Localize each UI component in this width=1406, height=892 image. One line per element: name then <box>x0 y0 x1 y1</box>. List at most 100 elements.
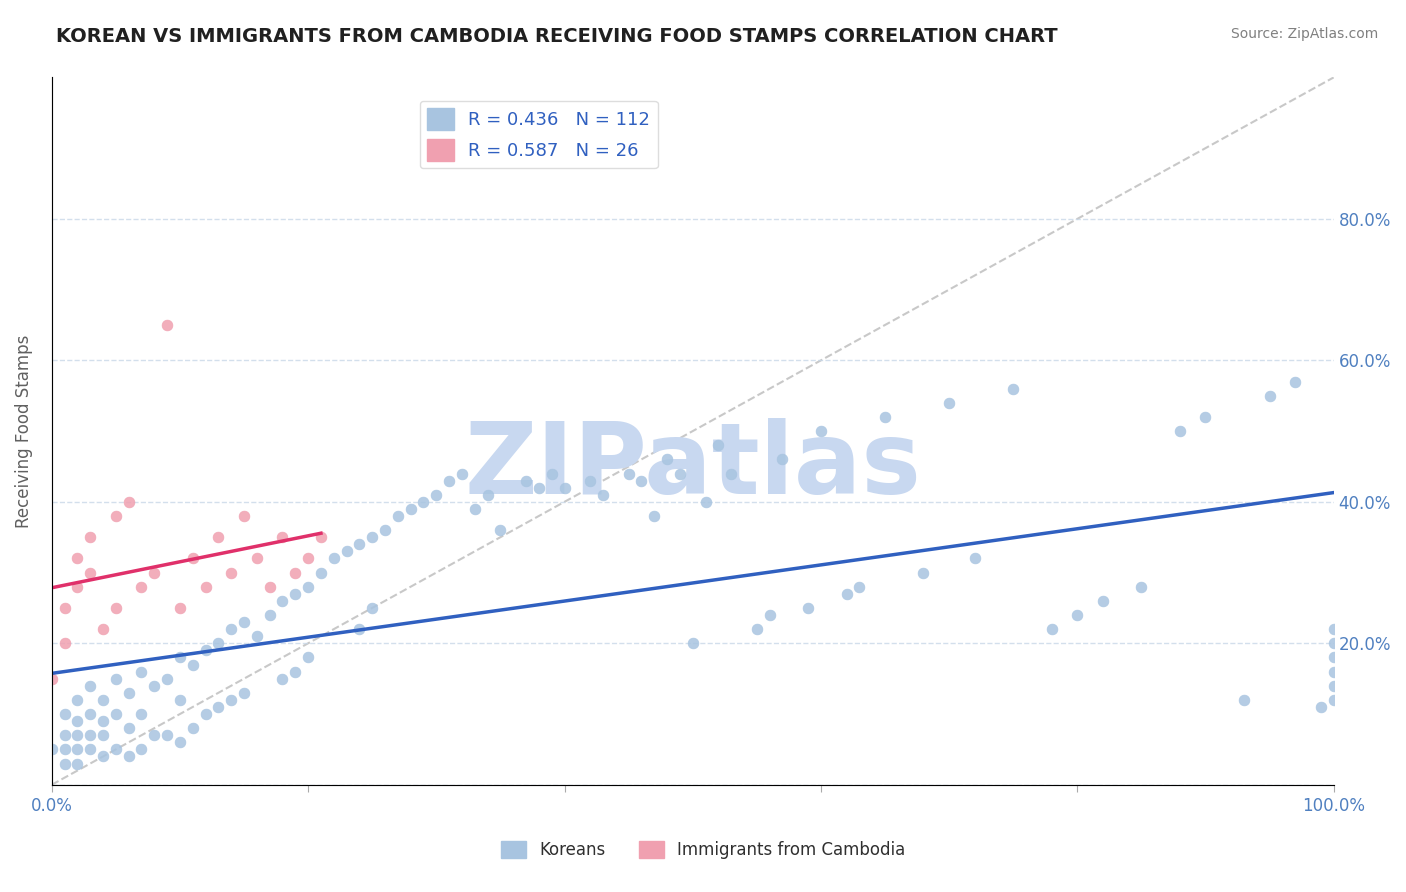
Point <box>104 706 127 721</box>
Point <box>1323 679 1346 693</box>
Point <box>297 650 319 665</box>
Point <box>515 474 537 488</box>
Point <box>617 467 640 481</box>
Point <box>66 742 89 756</box>
Point <box>695 495 717 509</box>
Point <box>194 580 217 594</box>
Point <box>53 756 76 771</box>
Point <box>399 502 422 516</box>
Point <box>1066 607 1088 622</box>
Point <box>79 742 101 756</box>
Text: ZIPatlas: ZIPatlas <box>464 418 921 515</box>
Point <box>669 467 692 481</box>
Point <box>66 714 89 728</box>
Point <box>1323 665 1346 679</box>
Point <box>66 728 89 742</box>
Point <box>1309 700 1331 714</box>
Point <box>374 523 396 537</box>
Point <box>451 467 474 481</box>
Point <box>246 551 269 566</box>
Point <box>1130 580 1153 594</box>
Point <box>156 728 179 742</box>
Point <box>655 452 678 467</box>
Point <box>131 665 153 679</box>
Point <box>963 551 986 566</box>
Point <box>1323 693 1346 707</box>
Point <box>118 749 141 764</box>
Point <box>1040 622 1063 636</box>
Point <box>104 508 127 523</box>
Point <box>848 580 870 594</box>
Point <box>425 488 447 502</box>
Point <box>79 679 101 693</box>
Point <box>797 601 820 615</box>
Point <box>835 587 858 601</box>
Point <box>309 530 332 544</box>
Point <box>810 424 832 438</box>
Point <box>118 686 141 700</box>
Point <box>271 672 294 686</box>
Point <box>271 530 294 544</box>
Point <box>1323 636 1346 650</box>
Point <box>53 636 76 650</box>
Point <box>66 551 89 566</box>
Point <box>873 409 896 424</box>
Point <box>284 566 307 580</box>
Point <box>284 665 307 679</box>
Point <box>169 693 191 707</box>
Point <box>207 700 229 714</box>
Point <box>169 650 191 665</box>
Point <box>387 508 409 523</box>
Point <box>912 566 935 580</box>
Point <box>104 672 127 686</box>
Point <box>477 488 499 502</box>
Point <box>233 686 256 700</box>
Point <box>181 551 204 566</box>
Point <box>297 580 319 594</box>
Point <box>246 629 269 643</box>
Point <box>207 636 229 650</box>
Y-axis label: Receiving Food Stamps: Receiving Food Stamps <box>15 334 32 528</box>
Point <box>745 622 768 636</box>
Point <box>91 714 114 728</box>
Point <box>349 622 371 636</box>
Point <box>1091 594 1114 608</box>
Point <box>1323 650 1346 665</box>
Point <box>104 742 127 756</box>
Point <box>527 481 550 495</box>
Text: KOREAN VS IMMIGRANTS FROM CAMBODIA RECEIVING FOOD STAMPS CORRELATION CHART: KOREAN VS IMMIGRANTS FROM CAMBODIA RECEI… <box>56 27 1057 45</box>
Point <box>233 508 256 523</box>
Point <box>259 607 281 622</box>
Point <box>91 693 114 707</box>
Point <box>118 495 141 509</box>
Point <box>464 502 486 516</box>
Point <box>361 530 384 544</box>
Point <box>322 551 344 566</box>
Point <box>720 467 742 481</box>
Point <box>131 706 153 721</box>
Point <box>540 467 562 481</box>
Point <box>79 706 101 721</box>
Point <box>194 643 217 657</box>
Point <box>1284 375 1306 389</box>
Legend: R = 0.436   N = 112, R = 0.587   N = 26: R = 0.436 N = 112, R = 0.587 N = 26 <box>420 101 658 168</box>
Point <box>169 735 191 749</box>
Text: Source: ZipAtlas.com: Source: ZipAtlas.com <box>1230 27 1378 41</box>
Legend: Koreans, Immigrants from Cambodia: Koreans, Immigrants from Cambodia <box>494 834 912 866</box>
Point <box>1002 382 1025 396</box>
Point <box>592 488 614 502</box>
Point <box>579 474 602 488</box>
Point <box>309 566 332 580</box>
Point <box>630 474 652 488</box>
Point <box>770 452 793 467</box>
Point <box>938 396 960 410</box>
Point <box>169 601 191 615</box>
Point <box>297 551 319 566</box>
Point <box>361 601 384 615</box>
Point <box>219 622 242 636</box>
Point <box>643 508 665 523</box>
Point <box>1323 622 1346 636</box>
Point <box>1258 389 1281 403</box>
Point <box>707 438 730 452</box>
Point <box>66 693 89 707</box>
